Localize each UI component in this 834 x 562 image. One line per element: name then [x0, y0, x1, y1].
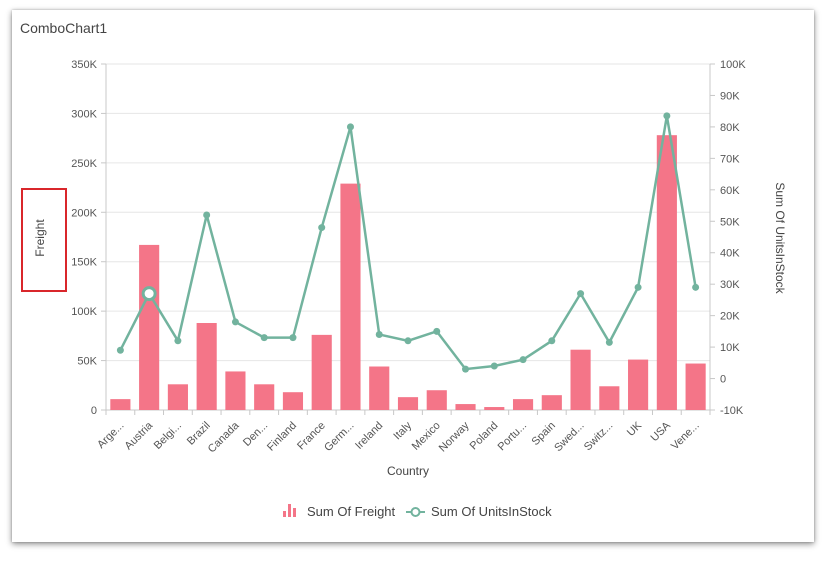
line-point — [346, 123, 354, 131]
line-point — [116, 346, 124, 354]
x-tick-label: Austria — [123, 419, 156, 452]
line-point — [375, 331, 383, 339]
right-tick-label: 40K — [720, 248, 740, 260]
right-tick-label: 20K — [720, 311, 740, 323]
x-tick-label: Poland — [468, 420, 501, 453]
bar — [369, 366, 390, 410]
bar — [340, 183, 361, 410]
y-axis-title-highlight-box — [21, 188, 67, 292]
line-point — [634, 283, 642, 291]
right-tick-label: -10K — [720, 405, 744, 417]
x-tick-label: Norway — [437, 419, 472, 454]
line-point — [548, 337, 556, 345]
line-point — [318, 224, 326, 232]
legend-label-freight: Sum Of Freight — [307, 504, 396, 519]
bar — [167, 384, 188, 410]
left-tick-label: 250K — [71, 158, 97, 170]
x-tick-label: Ireland — [353, 420, 385, 452]
right-tick-label: 0 — [720, 374, 726, 386]
right-tick-label: 70K — [720, 153, 740, 165]
x-tick-label: Italy — [391, 419, 414, 442]
line-point — [605, 338, 613, 346]
grid-lines — [101, 63, 715, 415]
x-tick-label: UK — [625, 419, 645, 439]
right-axis-ticks: -10K 0 10K 20K 30K 40K 50K 60K 70K 80K 90K 100K — [720, 59, 746, 417]
x-tick-label: Switz... — [582, 420, 616, 454]
left-tick-label: 50K — [77, 356, 97, 368]
bar — [512, 399, 534, 410]
y-axis-title[interactable]: Freight — [33, 219, 47, 257]
bar — [685, 363, 706, 410]
bar — [397, 397, 419, 410]
left-tick-label: 100K — [71, 306, 97, 318]
left-tick-label: 150K — [71, 257, 97, 269]
bar — [484, 407, 505, 410]
left-tick-label: 300K — [71, 108, 97, 120]
line-point — [289, 334, 297, 342]
x-tick-label: Canada — [206, 419, 242, 455]
y2-axis-title: Sum Of UnitsInStock — [773, 182, 787, 294]
right-tick-label: 30K — [720, 279, 740, 291]
bar — [139, 244, 160, 410]
line-point — [519, 356, 527, 364]
line-point — [174, 337, 182, 345]
bar — [599, 386, 620, 410]
line-point — [577, 290, 585, 298]
line-point — [663, 112, 671, 120]
bar — [311, 334, 332, 410]
freight-bars — [110, 135, 706, 411]
bar — [426, 390, 447, 410]
right-tick-label: 90K — [720, 90, 740, 102]
x-tick-label: Portu... — [496, 420, 530, 454]
line-point — [404, 337, 412, 345]
bar — [570, 349, 591, 410]
widget-title: ComboChart1 — [20, 20, 108, 36]
legend-item-units[interactable]: Sum Of UnitsInStock — [406, 504, 552, 519]
right-tick-label: 100K — [720, 59, 746, 71]
bar — [541, 395, 562, 410]
bar — [656, 135, 677, 411]
bar — [110, 399, 131, 410]
line-point — [692, 283, 700, 291]
left-tick-label: 350K — [71, 59, 97, 71]
units-line — [116, 112, 700, 373]
bar — [455, 404, 476, 410]
right-tick-label: 60K — [720, 185, 740, 197]
bar-chart-icon — [283, 504, 296, 517]
line-point-highlighted — [141, 286, 157, 302]
legend: Sum Of Freight Sum Of UnitsInStock — [283, 504, 552, 519]
x-tick-label: Arge... — [95, 420, 126, 451]
legend-label-units: Sum Of UnitsInStock — [431, 504, 552, 519]
left-axis-ticks: 0 50K 100K 150K 200K 250K 300K 350K — [71, 59, 97, 417]
x-tick-label: USA — [648, 419, 673, 444]
x-tick-label: Belgi... — [152, 420, 184, 452]
right-tick-label: 80K — [720, 122, 740, 134]
x-tick-label: Vene... — [669, 420, 702, 453]
line-point — [203, 211, 211, 219]
line-point — [462, 365, 470, 373]
x-tick-label: Swed... — [552, 420, 586, 454]
left-tick-label: 0 — [91, 405, 97, 417]
x-tick-label: Germ... — [322, 420, 356, 454]
bar — [254, 384, 275, 410]
x-axis-title: Country — [387, 464, 429, 478]
x-tick-label: Finland — [265, 420, 299, 454]
line-marker-icon — [406, 507, 425, 517]
bar — [282, 392, 304, 410]
line-point — [260, 334, 268, 342]
left-tick-label: 200K — [71, 207, 97, 219]
bar — [628, 359, 649, 410]
right-tick-label: 50K — [720, 216, 740, 228]
right-tick-label: 10K — [720, 342, 740, 354]
bar — [196, 323, 217, 410]
line-point — [433, 327, 441, 335]
line-point — [490, 362, 498, 370]
legend-item-freight[interactable]: Sum Of Freight — [283, 504, 396, 519]
line-point — [231, 318, 239, 326]
bar — [225, 371, 246, 410]
